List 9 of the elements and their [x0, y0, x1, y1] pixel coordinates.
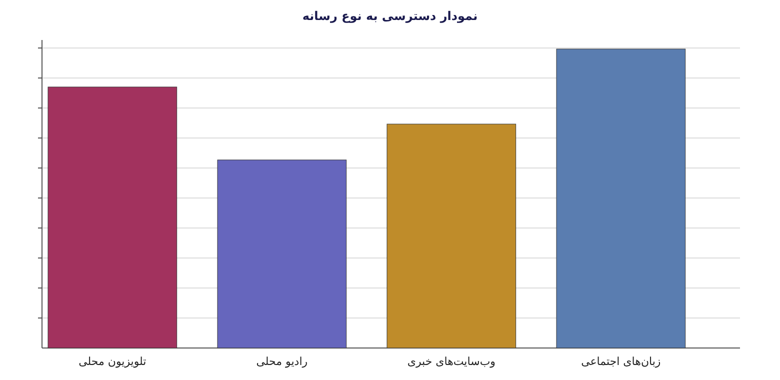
x-tick-label: زبان‌های اجتماعی [581, 355, 661, 368]
x-tick-label: تلویزیون محلی [78, 355, 146, 368]
chart-title: نمودار دسترسی به نوع رسانه [302, 9, 478, 23]
x-tick-label: وب‌سایت‌های خبری [407, 355, 496, 368]
x-tick-label: رادیو محلی [256, 355, 308, 368]
bar [556, 48, 686, 348]
bar [48, 86, 178, 348]
bar [217, 160, 347, 348]
bar [386, 124, 516, 348]
